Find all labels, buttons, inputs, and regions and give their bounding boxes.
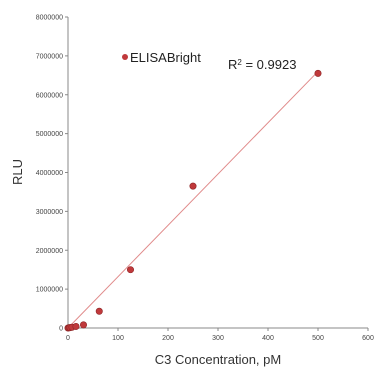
x-tick-label: 200 — [162, 335, 174, 342]
data-point — [95, 307, 103, 315]
data-point — [80, 321, 88, 329]
x-tick-label: 100 — [112, 335, 124, 342]
y-tick-label: 2000000 — [36, 248, 63, 255]
r-squared-superscript: 2 — [237, 58, 242, 67]
y-tick-label: 1000000 — [36, 287, 63, 294]
r-squared-prefix: R — [228, 57, 237, 72]
x-tick-label: 400 — [262, 335, 274, 342]
y-tick-label: 7000000 — [36, 53, 63, 60]
x-axis-title: C3 Concentration, pM — [155, 352, 281, 367]
data-point — [314, 69, 322, 77]
legend: ELISABright — [122, 50, 201, 65]
legend-label: ELISABright — [130, 50, 201, 65]
y-tick-label: 3000000 — [36, 209, 63, 216]
trendline — [67, 71, 319, 329]
r-squared-label: R2 = 0.9923 — [228, 57, 296, 72]
legend-marker — [122, 54, 128, 60]
y-tick-label: 8000000 — [36, 15, 63, 22]
y-tick-label: 0 — [59, 326, 63, 333]
x-tick-label: 500 — [312, 335, 324, 342]
y-axis-title: RLU — [10, 159, 25, 185]
y-tick-label: 4000000 — [36, 170, 63, 177]
r-squared-value: = 0.9923 — [242, 57, 297, 72]
trendline-layer — [67, 71, 319, 329]
data-point — [127, 266, 135, 274]
data-point — [189, 182, 197, 190]
data-points — [64, 69, 322, 332]
data-point — [72, 322, 80, 330]
y-tick-label: 6000000 — [36, 92, 63, 99]
y-tick-label: 5000000 — [36, 131, 63, 138]
axis-ticks: 0100000020000003000000400000050000006000… — [36, 15, 374, 343]
x-tick-label: 0 — [66, 335, 70, 342]
x-tick-label: 300 — [212, 335, 224, 342]
x-tick-label: 600 — [362, 335, 374, 342]
